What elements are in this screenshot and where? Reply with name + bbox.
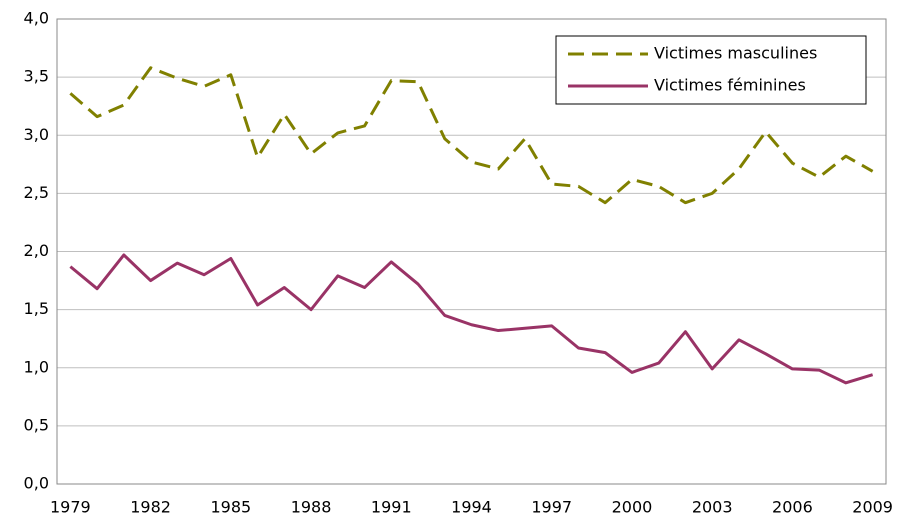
- plot-border: [56, 18, 887, 485]
- legend-label: Victimes masculines: [654, 44, 817, 63]
- legend-box: [555, 35, 867, 105]
- x-tick-label: 1991: [371, 498, 412, 517]
- x-tick-label: 2000: [612, 498, 653, 517]
- x-tick-label: 1997: [531, 498, 572, 517]
- y-tick-label: 0,5: [24, 415, 49, 434]
- y-tick-label: 3,5: [24, 67, 49, 86]
- y-tick-label: 1,0: [24, 357, 49, 376]
- legend-label: Victimes féminines: [654, 76, 806, 95]
- y-tick-label: 0,0: [24, 474, 49, 493]
- y-tick-label: 2,5: [24, 183, 49, 202]
- x-tick-label: 1988: [291, 498, 332, 517]
- x-tick-label: 1982: [130, 498, 171, 517]
- x-tick-label: 1994: [451, 498, 492, 517]
- y-tick-label: 2,0: [24, 241, 49, 260]
- x-tick-label: 1985: [210, 498, 251, 517]
- x-tick-label: 1979: [50, 498, 91, 517]
- x-tick-label: 2006: [772, 498, 813, 517]
- y-tick-label: 3,0: [24, 125, 49, 144]
- x-tick-label: 2009: [852, 498, 893, 517]
- x-tick-label: 2003: [692, 498, 733, 517]
- y-tick-label: 4,0: [24, 9, 49, 28]
- y-tick-label: 1,5: [24, 299, 49, 318]
- series-line: [69, 253, 874, 385]
